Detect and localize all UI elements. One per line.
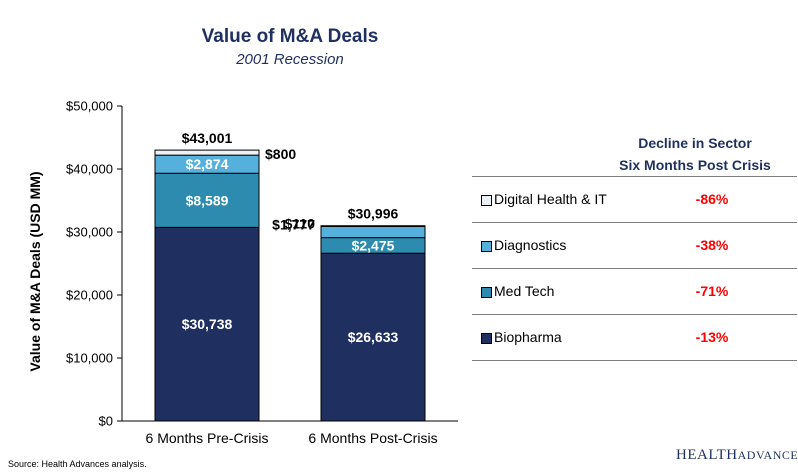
y-tick-label: $30,000	[66, 225, 113, 240]
legend-swatch	[481, 287, 492, 298]
chart-title: Value of M&A Deals	[201, 26, 379, 47]
chart-subtitle: 2001 Recession	[236, 51, 344, 68]
category-label: 6 Months Pre-Crisis	[146, 430, 269, 446]
total-label: $30,996	[348, 206, 399, 222]
legend-row-diagnostics: Diagnostics -38%	[472, 223, 797, 269]
legend-label: Diagnostics	[494, 237, 567, 253]
bar-segment	[320, 225, 426, 227]
y-tick-label: $50,000	[66, 99, 113, 114]
health-advances-logo: HEALTHADVANCES	[676, 446, 798, 464]
legend-label: Biopharma	[494, 329, 562, 345]
legend-swatch	[481, 241, 492, 252]
data-label: $110	[285, 216, 316, 232]
legend-row-digital-health: Digital Health & IT -86%	[472, 177, 797, 223]
legend-row-med-tech: Med Tech -71%	[472, 269, 797, 315]
logo-line2: ADVANCES	[737, 448, 798, 462]
data-label: $2,874	[186, 156, 229, 172]
decline-value: -71%	[695, 283, 729, 299]
data-label: $26,633	[348, 329, 399, 345]
data-label: $8,589	[186, 192, 229, 208]
data-label: $30,738	[182, 316, 233, 332]
source-note: Source: Health Advances analysis.	[8, 459, 147, 469]
data-label: $1,777	[272, 216, 315, 232]
legend-swatch	[481, 333, 492, 344]
legend-label: Med Tech	[494, 283, 555, 299]
y-axis-label: Value of M&A Deals (USD MM)	[27, 171, 43, 371]
bar-segment	[154, 172, 260, 228]
legend-row-biopharma: Biopharma -13%	[472, 315, 797, 361]
y-tick-label: $10,000	[66, 351, 113, 366]
bar-segment	[154, 149, 260, 156]
data-label: $800	[265, 146, 296, 162]
legend-label: Digital Health & IT	[494, 191, 607, 207]
y-tick-label: $0	[99, 414, 113, 429]
y-tick-label: $40,000	[66, 162, 113, 177]
category-label: 6 Months Post-Crisis	[308, 430, 437, 446]
decline-value: -38%	[695, 237, 729, 253]
decline-value: -86%	[695, 191, 729, 207]
decline-table-header: Decline in Sector Six Months Post Crisis	[600, 132, 790, 176]
decline-table-top-rule	[472, 176, 797, 177]
y-tick-label: $20,000	[66, 288, 113, 303]
decline-header-line1: Decline in Sector	[638, 135, 752, 151]
data-label: $2,475	[352, 237, 395, 253]
logo-line1: HEALTH	[676, 447, 738, 463]
legend-swatch	[481, 195, 492, 206]
bar-segment	[154, 226, 260, 422]
decline-header-line2: Six Months Post Crisis	[619, 157, 771, 173]
decline-value: -13%	[695, 329, 729, 345]
total-label: $43,001	[182, 130, 233, 146]
bar-segment	[320, 252, 426, 422]
bar-segment	[320, 225, 426, 239]
